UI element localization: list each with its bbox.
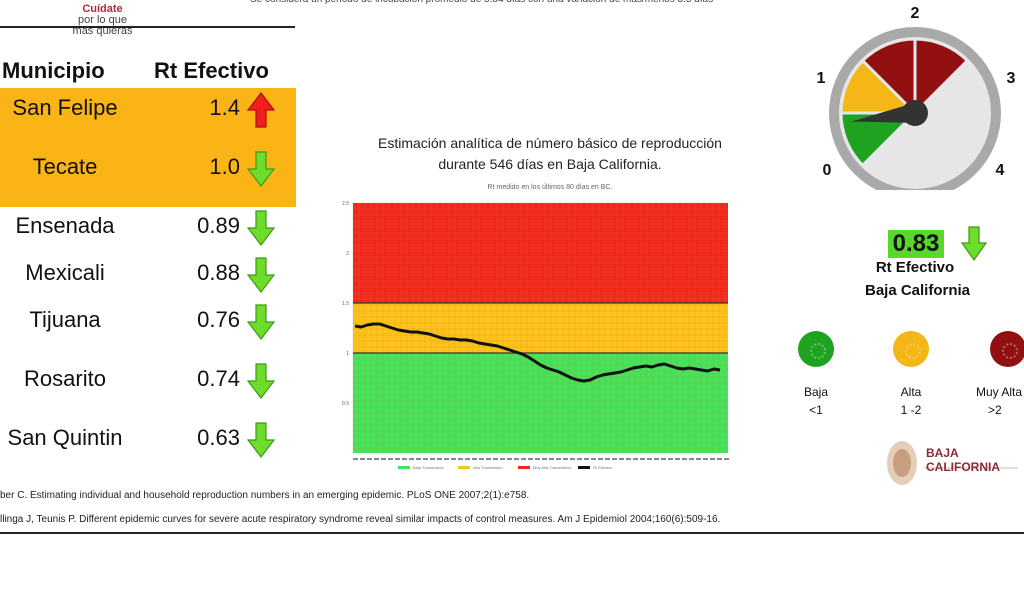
band-0 xyxy=(353,353,728,453)
y-tick-label: 2 xyxy=(346,251,349,257)
municipio-name: San Quintin xyxy=(7,425,123,450)
legend-level: Alta xyxy=(900,385,922,399)
legend-label: Muy Alta >2 xyxy=(976,383,1024,419)
rt-value: 0.89 xyxy=(197,213,240,238)
cuidate-logo: Cuídate por lo que más quieras xyxy=(55,4,150,44)
reference-2: llinga J, Teunis P. Different epidemic c… xyxy=(0,514,721,525)
virus-icon xyxy=(810,343,826,359)
gauge-label: 2 xyxy=(911,5,920,22)
rt-value-badge: 0.83 xyxy=(888,230,944,258)
chart-title: Estimación analítica de número básico de… xyxy=(330,133,770,175)
table-row: Ensenada 0.89 xyxy=(0,210,296,261)
header-rule xyxy=(0,26,295,28)
state-logo-line-1: BAJA xyxy=(926,446,959,460)
table-row: San Quintin 0.63 xyxy=(0,422,296,473)
legend-label: Baja Transmisión xyxy=(413,465,444,470)
rt-series-line xyxy=(354,322,721,383)
arrow-down-icon xyxy=(247,422,275,458)
legend-range: 1 -2 xyxy=(900,403,922,417)
chart-title-line-1: Estimación analítica de número básico de… xyxy=(378,135,722,151)
arrow-down-icon xyxy=(247,257,275,293)
y-tick-label: 1 xyxy=(346,351,349,357)
references: ber C. Estimating individual and househo… xyxy=(0,484,1024,532)
legend-swatch xyxy=(458,466,470,469)
gauge-label: 0 xyxy=(823,162,832,179)
chart-title-line-2: durante 546 días en Baja California. xyxy=(438,156,662,172)
rt-chart: 0.5 1 1.5 2 2.5 Baja Transmisión Alta Transmis… xyxy=(342,201,729,470)
reference-1: ber C. Estimating individual and househo… xyxy=(0,490,530,501)
legend-level: Baja xyxy=(803,385,829,399)
table-row: Mexicali 0.88 xyxy=(0,257,296,308)
footer-rule xyxy=(0,532,1024,534)
band-2 xyxy=(353,203,728,303)
legend-circle-icon xyxy=(990,331,1024,367)
gauge-label: 3 xyxy=(1007,70,1016,87)
chart-subtitle: Rt medido en los últimos 80 días en BC. xyxy=(487,184,613,191)
highlight-band xyxy=(0,88,296,207)
table-row: Rosarito 0.74 xyxy=(0,363,296,414)
legend-label: Alta Transmisión xyxy=(473,465,503,470)
legend-swatch xyxy=(518,466,530,469)
rt-value: 0.76 xyxy=(197,307,240,332)
table-row: San Felipe 1.4 xyxy=(0,92,296,143)
arrow-down-icon xyxy=(247,210,275,246)
col-header-municipio: Municipio xyxy=(2,58,105,83)
arrow-down-icon xyxy=(247,151,275,187)
incubation-note: Se considera un periodo de incubación pr… xyxy=(250,0,850,8)
rt-gauge: 0 1 2 3 4 xyxy=(817,5,1016,190)
virus-icon xyxy=(905,343,921,359)
chart-legend: Baja Transmisión Alta Transmisión Muy Alta… xyxy=(398,465,613,470)
logo-line-1: Cuídate xyxy=(82,3,123,15)
legend-circle-icon xyxy=(893,331,929,367)
rt-value: 0.88 xyxy=(197,260,240,285)
arrow-down-icon xyxy=(247,363,275,399)
gauge-needle xyxy=(851,103,917,123)
rt-value: 1.0 xyxy=(209,154,240,179)
municipio-name: Rosarito xyxy=(24,366,106,391)
gauge-label: 1 xyxy=(817,70,826,87)
arrow-up-icon xyxy=(247,92,275,128)
legend-swatch xyxy=(398,466,410,469)
legend-range: >2 xyxy=(988,403,1002,417)
table-row: Tecate 1.0 xyxy=(0,151,296,202)
gauge-segment xyxy=(913,37,970,117)
legend-label: Muy Alta Transmisión xyxy=(533,465,571,470)
municipio-name: Mexicali xyxy=(25,260,105,285)
table-row: Tijuana 0.76 xyxy=(0,304,296,355)
band-1 xyxy=(353,303,728,353)
rt-value: 0.63 xyxy=(197,425,240,450)
region-label: Baja California xyxy=(864,282,971,299)
state-logo-line-2: CALIFORNIA xyxy=(926,460,1000,474)
arrow-down-icon xyxy=(247,304,275,340)
state-logo-text: BAJA CALIFORNIA xyxy=(926,446,1000,474)
y-tick-label: 2.5 xyxy=(342,201,349,207)
legend-label: Rt Efectivo xyxy=(593,465,613,470)
legend-label: Baja <1 xyxy=(776,383,856,419)
municipio-name: Tecate xyxy=(32,154,98,179)
rt-value: 1.4 xyxy=(209,95,240,120)
municipio-name: Ensenada xyxy=(15,213,115,238)
legend-swatch xyxy=(578,466,590,469)
logo-line-2: por lo que xyxy=(78,14,127,26)
rt-label: Rt Efectivo xyxy=(875,259,955,276)
legend-level: Muy Alta xyxy=(976,385,1023,399)
legend-range: <1 xyxy=(809,403,823,417)
logo-line-3: más quieras xyxy=(72,25,133,37)
y-tick-label: 0.5 xyxy=(342,401,349,407)
municipio-name: San Felipe xyxy=(12,95,118,120)
x-axis-ticks xyxy=(353,458,729,460)
rt-value: 0.74 xyxy=(197,366,240,391)
municipio-name: Tijuana xyxy=(29,307,101,332)
legend-circle-icon xyxy=(798,331,834,367)
legend-label: Alta 1 -2 xyxy=(871,383,951,419)
baja-california-logo xyxy=(887,441,1018,485)
y-tick-label: 1.5 xyxy=(342,301,349,307)
arrow-down-icon xyxy=(960,226,988,262)
gauge-label: 4 xyxy=(996,162,1005,179)
virus-icon xyxy=(1002,343,1018,359)
col-header-rt: Rt Efectivo xyxy=(154,58,269,83)
